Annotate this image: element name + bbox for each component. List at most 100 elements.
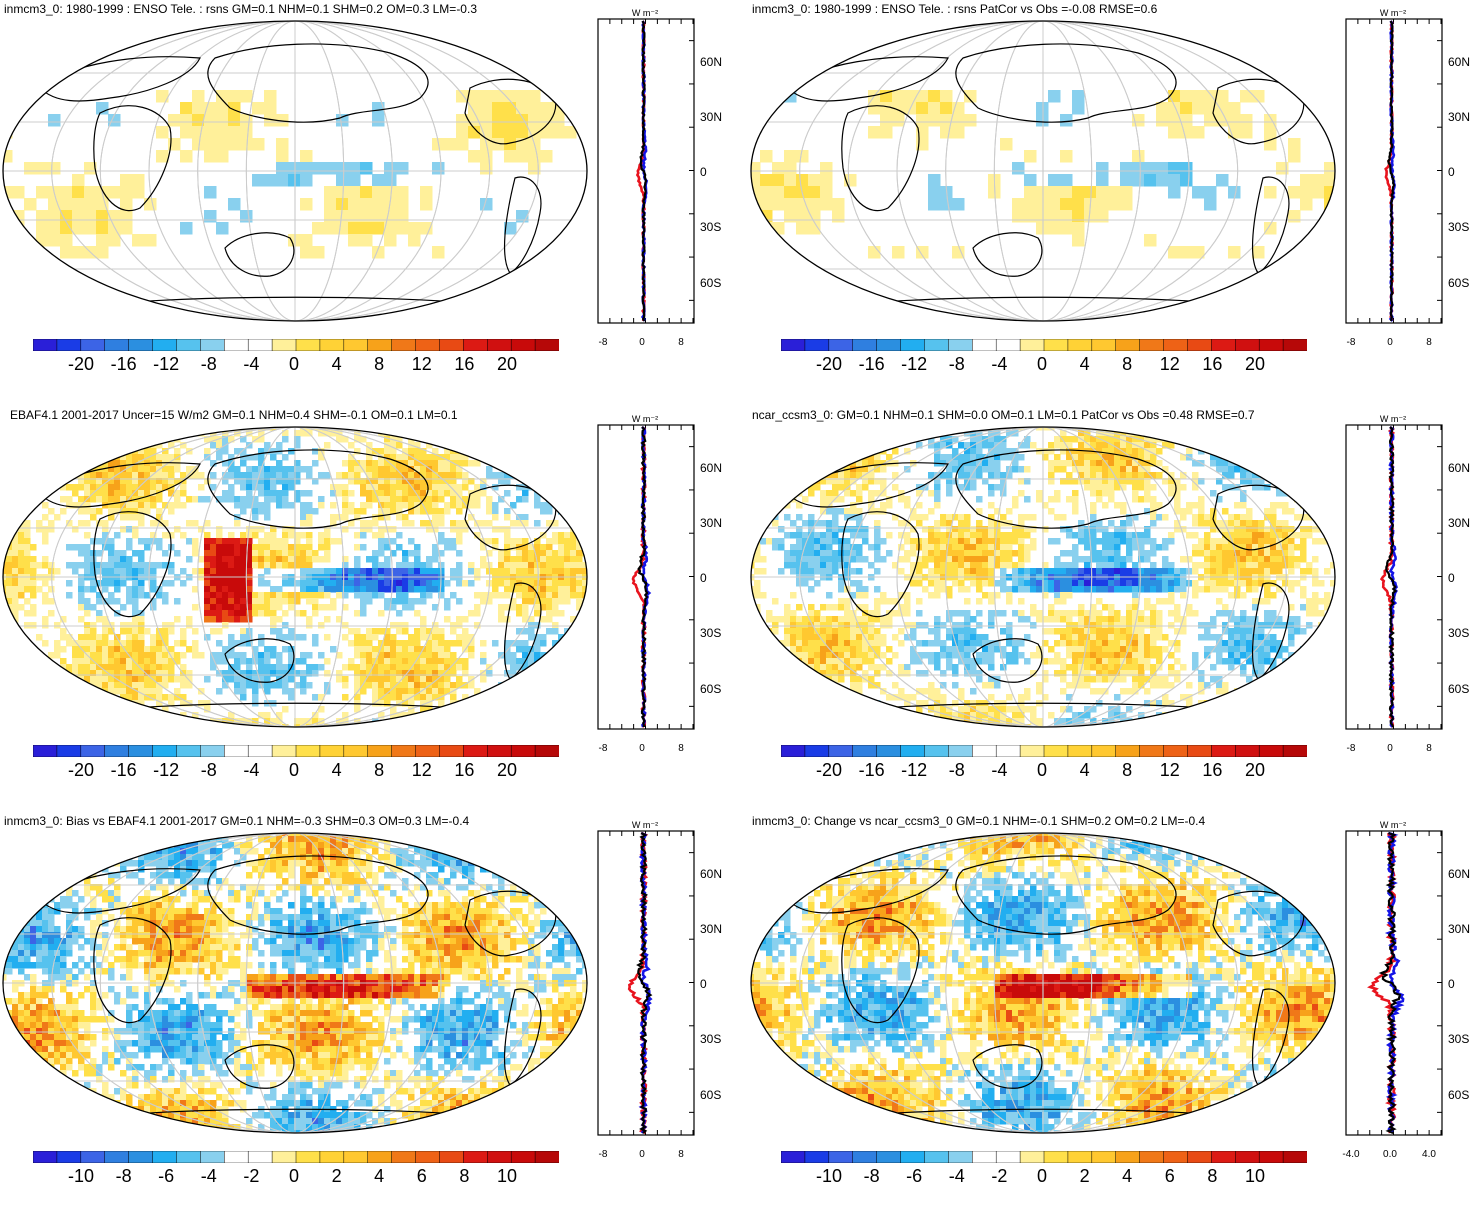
zonal-mean-plot <box>1345 18 1444 325</box>
colorbar-label: 0 <box>289 1166 299 1187</box>
zonal-x-tick-label: -8 <box>1347 337 1356 348</box>
zonal-x-tick-label: 0 <box>1387 337 1393 348</box>
zonal-x-tick-label: -8 <box>599 337 608 348</box>
colorbar-label: -20 <box>68 354 94 375</box>
map-panel-5: inmcm3_0: Bias vs EBAF4.1 2001-2017 GM=0… <box>0 812 735 1212</box>
panel-title: ncar_ccsm3_0: GM=0.1 NHM=0.1 SHM=0.0 OM=… <box>752 408 1255 422</box>
latitude-label: 30N <box>700 516 722 530</box>
colorbar <box>33 745 559 757</box>
colorbar-label: 0 <box>1037 354 1047 375</box>
zonal-mean-plot <box>1345 424 1444 731</box>
latitude-label: 30N <box>1448 922 1470 936</box>
zonal-x-tick-label: -8 <box>599 1149 608 1160</box>
colorbar-label: -10 <box>68 1166 94 1187</box>
colorbar-label: 4 <box>332 760 342 781</box>
colorbar-label: 4 <box>1080 354 1090 375</box>
colorbar-label: -20 <box>816 354 842 375</box>
colorbar-label: 12 <box>1160 760 1180 781</box>
colorbar-label: 10 <box>497 1166 517 1187</box>
zonal-mean-plot <box>597 424 696 731</box>
map-panel-1: inmcm3_0: 1980-1999 : ENSO Tele. : rsns … <box>0 0 735 400</box>
colorbar-label: 6 <box>1165 1166 1175 1187</box>
colorbar <box>781 745 1307 757</box>
colorbar-label: 2 <box>332 1166 342 1187</box>
colorbar-label: -10 <box>816 1166 842 1187</box>
zonal-x-tick-label: 0 <box>639 743 645 754</box>
latitude-label: 0 <box>700 977 707 991</box>
zonal-mean-plot <box>1345 830 1444 1137</box>
colorbar-label: -8 <box>949 354 965 375</box>
world-map <box>748 18 1338 328</box>
latitude-label: 60N <box>1448 867 1470 881</box>
latitude-label: 30N <box>1448 110 1470 124</box>
colorbar-label: -8 <box>116 1166 132 1187</box>
world-map <box>748 424 1338 734</box>
zonal-x-tick-label: 0.0 <box>1383 1149 1397 1160</box>
colorbar-label: 12 <box>412 354 432 375</box>
colorbar-label: -8 <box>949 760 965 781</box>
latitude-label: 30S <box>700 626 721 640</box>
colorbar-label: 20 <box>497 760 517 781</box>
panel-title: EBAF4.1 2001-2017 Uncer=15 W/m2 GM=0.1 N… <box>10 408 458 422</box>
colorbar-label: 4 <box>1122 1166 1132 1187</box>
latitude-label: 60S <box>700 682 721 696</box>
latitude-label: 0 <box>1448 571 1455 585</box>
colorbar-label: -4 <box>991 760 1007 781</box>
colorbar-label: -12 <box>901 354 927 375</box>
colorbar-label: -8 <box>201 760 217 781</box>
latitude-label: 0 <box>700 165 707 179</box>
colorbar-label: -4 <box>201 1166 217 1187</box>
colorbar-label: -4 <box>243 354 259 375</box>
panel-title: inmcm3_0: Change vs ncar_ccsm3_0 GM=0.1 … <box>752 814 1205 828</box>
colorbar <box>781 1151 1307 1163</box>
latitude-label: 30N <box>700 922 722 936</box>
zonal-mean-plot <box>597 830 696 1137</box>
colorbar-label: 8 <box>1122 760 1132 781</box>
map-panel-2: inmcm3_0: 1980-1999 : ENSO Tele. : rsns … <box>748 0 1483 400</box>
colorbar-label: 8 <box>1122 354 1132 375</box>
map-panel-6: inmcm3_0: Change vs ncar_ccsm3_0 GM=0.1 … <box>748 812 1483 1212</box>
latitude-label: 60S <box>1448 682 1469 696</box>
colorbar-label: 12 <box>1160 354 1180 375</box>
panel-title: inmcm3_0: 1980-1999 : ENSO Tele. : rsns … <box>4 2 477 16</box>
colorbar-label: 12 <box>412 760 432 781</box>
latitude-label: 60N <box>700 867 722 881</box>
zonal-x-tick-label: -8 <box>1347 743 1356 754</box>
world-map <box>0 830 590 1140</box>
colorbar-label: 16 <box>1202 760 1222 781</box>
zonal-x-tick-label: 8 <box>678 337 684 348</box>
colorbar-label: 20 <box>1245 354 1265 375</box>
colorbar-label: 4 <box>1080 760 1090 781</box>
colorbar <box>33 339 559 351</box>
zonal-unit-label: W m⁻² <box>1380 414 1406 425</box>
colorbar-label: 8 <box>374 760 384 781</box>
colorbar-label: 20 <box>497 354 517 375</box>
colorbar-label: -16 <box>111 760 137 781</box>
colorbar-label: -2 <box>991 1166 1007 1187</box>
zonal-unit-label: W m⁻² <box>632 820 658 831</box>
colorbar-label: 0 <box>289 354 299 375</box>
colorbar-label: 8 <box>374 354 384 375</box>
colorbar-label: -8 <box>864 1166 880 1187</box>
colorbar-label: -16 <box>859 760 885 781</box>
colorbar-label: -20 <box>68 760 94 781</box>
latitude-label: 60S <box>700 1088 721 1102</box>
latitude-label: 30S <box>700 1032 721 1046</box>
colorbar-label: 8 <box>1207 1166 1217 1187</box>
latitude-label: 60S <box>1448 1088 1469 1102</box>
world-map <box>748 830 1338 1140</box>
zonal-x-tick-label: 8 <box>678 743 684 754</box>
colorbar-label: -12 <box>901 760 927 781</box>
colorbar-label: -16 <box>859 354 885 375</box>
zonal-x-tick-label: 8 <box>1426 337 1432 348</box>
colorbar-label: 6 <box>417 1166 427 1187</box>
latitude-label: 60S <box>1448 276 1469 290</box>
colorbar-label: 10 <box>1245 1166 1265 1187</box>
colorbar-label: 0 <box>1037 1166 1047 1187</box>
map-panel-4: ncar_ccsm3_0: GM=0.1 NHM=0.1 SHM=0.0 OM=… <box>748 406 1483 806</box>
zonal-x-tick-label: 0 <box>639 337 645 348</box>
world-map <box>0 424 590 734</box>
colorbar-label: -8 <box>201 354 217 375</box>
zonal-unit-label: W m⁻² <box>632 8 658 19</box>
zonal-x-tick-label: 4.0 <box>1422 1149 1436 1160</box>
